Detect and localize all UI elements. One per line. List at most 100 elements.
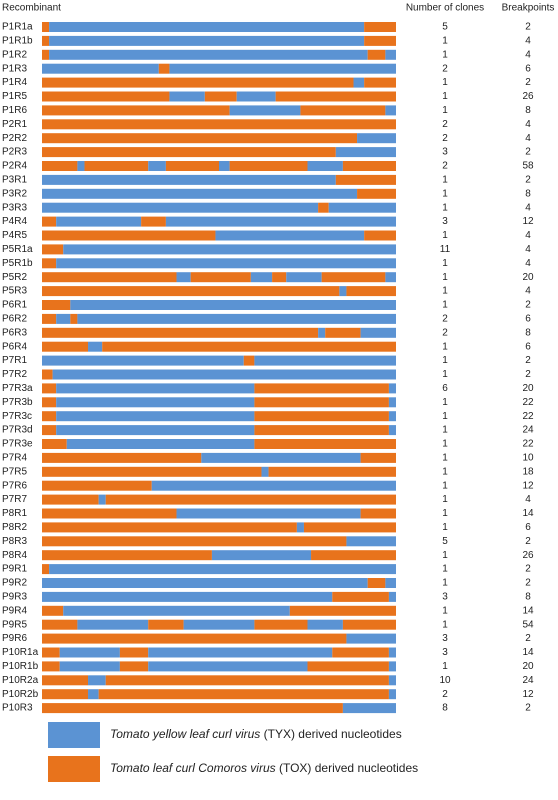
row-label: P9R6 bbox=[2, 633, 27, 644]
breakpoints: 4 bbox=[525, 244, 531, 255]
breakpoints: 2 bbox=[525, 369, 531, 380]
segment bbox=[353, 77, 365, 88]
segment bbox=[215, 230, 365, 241]
breakpoints: 4 bbox=[525, 133, 531, 144]
segment bbox=[42, 22, 50, 32]
segment bbox=[190, 272, 251, 283]
clones: 1 bbox=[442, 91, 448, 102]
segment bbox=[42, 619, 78, 630]
segment bbox=[42, 355, 244, 366]
breakpoints: 20 bbox=[522, 383, 534, 394]
clones: 6 bbox=[442, 383, 448, 394]
segment bbox=[42, 105, 230, 116]
breakpoints: 8 bbox=[525, 188, 531, 199]
segment bbox=[243, 355, 255, 366]
segment bbox=[49, 22, 365, 32]
breakpoints: 8 bbox=[525, 327, 531, 338]
row-label: P1R1b bbox=[2, 36, 33, 47]
segment bbox=[42, 647, 60, 658]
breakpoints: 24 bbox=[522, 425, 534, 436]
breakpoints: 14 bbox=[522, 605, 534, 616]
segment bbox=[105, 675, 389, 686]
segment bbox=[254, 439, 396, 449]
segment bbox=[66, 439, 255, 449]
segment bbox=[49, 35, 365, 46]
clones: 1 bbox=[442, 522, 448, 533]
clones: 1 bbox=[442, 300, 448, 311]
segment bbox=[321, 272, 386, 283]
segment bbox=[176, 508, 361, 519]
clones: 2 bbox=[442, 327, 448, 338]
row-label: P10R1a bbox=[2, 647, 39, 658]
segment bbox=[219, 161, 230, 171]
breakpoints: 6 bbox=[525, 341, 531, 352]
segment bbox=[42, 133, 358, 144]
segment bbox=[105, 494, 396, 505]
breakpoints: 2 bbox=[525, 703, 531, 714]
segment bbox=[42, 369, 53, 380]
breakpoints: 10 bbox=[522, 453, 534, 464]
clones: 1 bbox=[442, 564, 448, 575]
segment bbox=[42, 161, 78, 171]
segment bbox=[307, 161, 343, 171]
segment bbox=[311, 550, 396, 561]
segment bbox=[42, 675, 89, 686]
clones: 1 bbox=[442, 355, 448, 366]
segment bbox=[42, 202, 319, 213]
row-label: P7R2 bbox=[2, 369, 27, 380]
segment bbox=[339, 286, 347, 297]
segment bbox=[367, 49, 386, 60]
clones: 1 bbox=[442, 175, 448, 186]
segment bbox=[42, 508, 177, 519]
segment bbox=[236, 91, 276, 102]
segment bbox=[364, 77, 396, 88]
segment bbox=[388, 675, 396, 686]
segment bbox=[176, 272, 191, 283]
segment bbox=[70, 313, 78, 324]
segment bbox=[335, 174, 396, 185]
segment bbox=[42, 91, 170, 102]
segment bbox=[169, 91, 205, 102]
row-label: P6R3 bbox=[2, 327, 27, 338]
segment bbox=[42, 272, 177, 283]
segment bbox=[204, 91, 237, 102]
breakpoints: 12 bbox=[522, 216, 534, 227]
row-label: P6R1 bbox=[2, 300, 27, 311]
breakpoints: 2 bbox=[525, 578, 531, 589]
clones: 1 bbox=[442, 341, 448, 352]
segment bbox=[56, 411, 255, 422]
clones: 5 bbox=[442, 22, 448, 33]
segment bbox=[342, 619, 396, 630]
segment bbox=[385, 272, 396, 283]
segment bbox=[42, 230, 216, 241]
segment bbox=[77, 619, 149, 630]
row-label: P7R3d bbox=[2, 425, 33, 436]
row-label: P10R3 bbox=[2, 703, 33, 714]
row-label: P7R3b bbox=[2, 397, 33, 408]
breakpoints: 2 bbox=[525, 633, 531, 644]
clones: 11 bbox=[440, 244, 451, 255]
segment bbox=[119, 661, 149, 672]
row-label: P3R1 bbox=[2, 175, 27, 186]
breakpoints: 4 bbox=[525, 494, 531, 505]
breakpoints: 12 bbox=[522, 689, 534, 700]
clones: 1 bbox=[442, 494, 448, 505]
segment bbox=[42, 119, 396, 130]
row-label: P5R2 bbox=[2, 272, 27, 283]
segment bbox=[332, 591, 389, 602]
row-label: P7R5 bbox=[2, 466, 27, 477]
segment bbox=[268, 466, 396, 477]
row-label: P7R7 bbox=[2, 494, 27, 505]
segment bbox=[56, 216, 142, 227]
legend-name: Tomato yellow leaf curl virus bbox=[110, 727, 260, 741]
segment bbox=[303, 522, 396, 533]
row-label: P5R1a bbox=[2, 244, 33, 255]
segment bbox=[385, 578, 396, 588]
segment bbox=[335, 147, 396, 158]
segment bbox=[388, 661, 396, 672]
segment bbox=[77, 161, 85, 171]
breakpoints: 6 bbox=[525, 522, 531, 533]
segment bbox=[296, 522, 304, 533]
segment bbox=[88, 675, 106, 686]
legend-text: Tomato yellow leaf curl virus (TYX) deri… bbox=[110, 727, 402, 741]
